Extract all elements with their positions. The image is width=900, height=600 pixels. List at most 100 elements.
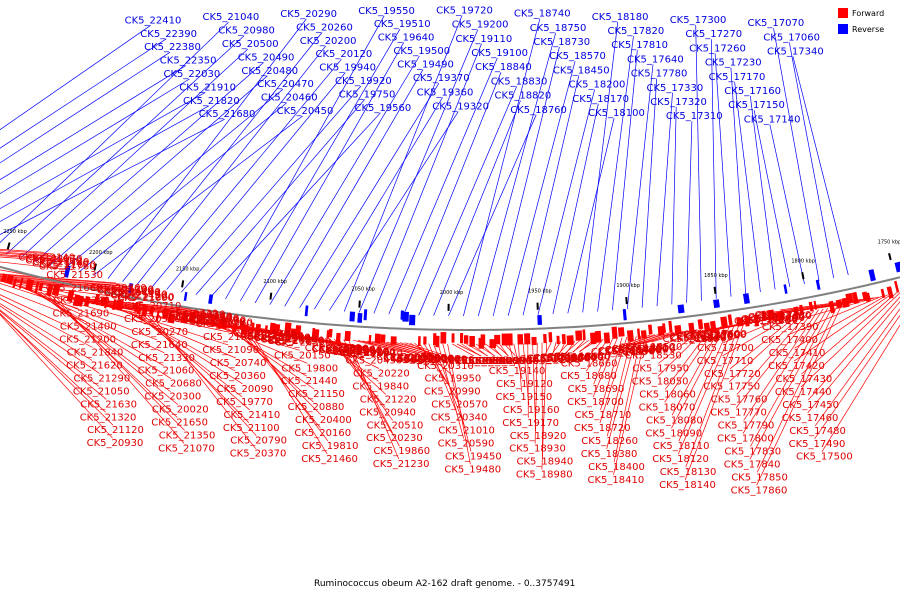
scale-tick bbox=[888, 252, 892, 261]
label-connector bbox=[373, 43, 482, 314]
forward-gene-label: CK5_19770 bbox=[216, 397, 273, 408]
reverse-gene-label: CK5_17320 bbox=[650, 97, 707, 108]
label-connector bbox=[299, 83, 440, 308]
forward-gene-label: CK5_17390 bbox=[762, 322, 819, 333]
forward-gene-label: CK5_20430 bbox=[346, 356, 403, 367]
forward-gene-label: CK5_20060 bbox=[176, 312, 233, 323]
scale-tick bbox=[269, 292, 273, 300]
label-connector bbox=[729, 312, 805, 382]
forward-gene bbox=[380, 334, 386, 343]
reverse-gene-label: CK5_19720 bbox=[436, 5, 493, 16]
label-connector bbox=[235, 328, 322, 416]
reverse-gene-label: CK5_20470 bbox=[257, 79, 314, 90]
forward-gene-label: CK5_18090 bbox=[645, 428, 702, 439]
forward-gene bbox=[517, 334, 524, 345]
reverse-gene-label: CK5_17160 bbox=[724, 86, 781, 97]
label-connector bbox=[437, 343, 464, 439]
forward-gene-label: CK5_17750 bbox=[703, 382, 760, 393]
reverse-gene-label: CK5_17300 bbox=[670, 15, 727, 26]
reverse-gene bbox=[357, 312, 363, 323]
label-connector bbox=[572, 339, 590, 353]
forward-gene bbox=[77, 295, 85, 307]
forward-gene bbox=[51, 284, 61, 297]
forward-gene bbox=[463, 335, 469, 344]
reverse-gene-label: CK5_19360 bbox=[417, 87, 474, 98]
label-connector bbox=[0, 298, 93, 348]
label-connector bbox=[230, 327, 314, 403]
forward-gene-label: CK5_21200 bbox=[59, 335, 116, 346]
label-connector bbox=[0, 251, 52, 256]
reverse-gene-label: CK5_18170 bbox=[572, 94, 629, 105]
forward-gene-label: CK5_19530 bbox=[448, 356, 505, 367]
forward-gene-label: CK5_17280 bbox=[741, 314, 798, 325]
label-connector bbox=[637, 331, 679, 345]
reverse-gene-label: CK5_18200 bbox=[569, 80, 626, 91]
forward-gene-label: CK5_18160 bbox=[663, 334, 720, 345]
forward-gene-label: CK5_18410 bbox=[588, 475, 645, 486]
forward-gene-label: CK5_18120 bbox=[652, 454, 709, 465]
forward-gene-label: CK5_18930 bbox=[509, 444, 566, 455]
forward-gene-label: CK5_20110 bbox=[233, 328, 290, 339]
forward-gene-label: CK5_18080 bbox=[646, 415, 703, 426]
scale-tick-label: 2050 kbp bbox=[351, 287, 375, 293]
reverse-gene-label: CK5_19490 bbox=[397, 59, 454, 70]
forward-gene bbox=[231, 323, 238, 333]
label-connector bbox=[534, 342, 538, 444]
reverse-gene-label: CK5_18750 bbox=[530, 23, 587, 34]
scale-tick bbox=[801, 272, 805, 280]
forward-gene-label: CK5_20440 bbox=[104, 288, 161, 299]
forward-gene-label: CK5_18650 bbox=[553, 351, 610, 362]
forward-gene-label: CK5_21670 bbox=[39, 260, 96, 271]
forward-gene-label: CK5_18810 bbox=[547, 352, 604, 363]
reverse-gene bbox=[183, 291, 188, 302]
label-connector bbox=[166, 72, 346, 290]
label-connector bbox=[658, 328, 703, 364]
forward-gene-label: CK5_20710 bbox=[125, 301, 182, 312]
forward-gene-label: CK5_21090 bbox=[202, 345, 259, 356]
forward-gene bbox=[111, 299, 117, 311]
reverse-gene-label: CK5_19550 bbox=[358, 6, 415, 17]
forward-gene-label: CK5_21330 bbox=[138, 353, 195, 364]
label-connector bbox=[151, 58, 342, 288]
forward-gene-label: CK5_21380 bbox=[203, 332, 260, 343]
reverse-gene-label: CK5_22030 bbox=[164, 69, 221, 80]
forward-gene-label: CK5_17710 bbox=[697, 356, 754, 367]
reverse-gene-label: CK5_17140 bbox=[744, 114, 801, 125]
forward-gene-label: CK5_18990 bbox=[519, 354, 576, 365]
forward-gene bbox=[295, 325, 302, 336]
scale-tick bbox=[6, 242, 11, 250]
forward-gene-label: CK5_21780 bbox=[33, 257, 90, 268]
forward-gene-label: CK5_20420 bbox=[333, 347, 390, 358]
forward-gene bbox=[198, 314, 205, 324]
forward-gene bbox=[417, 336, 421, 347]
label-connector bbox=[600, 337, 623, 411]
forward-gene bbox=[115, 299, 124, 311]
label-connector bbox=[314, 97, 443, 310]
forward-gene bbox=[506, 333, 513, 346]
forward-gene bbox=[344, 330, 351, 342]
label-connector bbox=[507, 61, 576, 316]
label-connector bbox=[181, 85, 362, 293]
forward-gene bbox=[328, 328, 333, 338]
label-connector bbox=[301, 335, 365, 349]
label-connector bbox=[433, 100, 521, 316]
label-connector bbox=[353, 339, 403, 353]
scale-tick-label: 2150 kbp bbox=[176, 267, 200, 273]
forward-gene-label: CK5_17600 bbox=[690, 329, 747, 340]
forward-gene bbox=[835, 299, 843, 309]
forward-gene-label: CK5_17420 bbox=[768, 361, 825, 372]
label-connector bbox=[753, 110, 791, 287]
scale-tick-label: 1950 kbp bbox=[528, 289, 552, 295]
reverse-gene-label: CK5_20500 bbox=[222, 39, 279, 50]
forward-gene-label: CK5_20160 bbox=[294, 428, 351, 439]
forward-gene bbox=[313, 329, 320, 340]
forward-gene-label: CK5_17410 bbox=[769, 348, 826, 359]
scale-tick bbox=[93, 263, 97, 271]
label-connector bbox=[664, 327, 712, 390]
forward-gene-label: CK5_19810 bbox=[302, 441, 359, 452]
label-connector bbox=[508, 343, 516, 367]
label-connector bbox=[743, 309, 819, 421]
reverse-gene bbox=[783, 284, 788, 294]
forward-gene-label: CK5_20880 bbox=[288, 402, 345, 413]
forward-gene bbox=[180, 313, 189, 324]
